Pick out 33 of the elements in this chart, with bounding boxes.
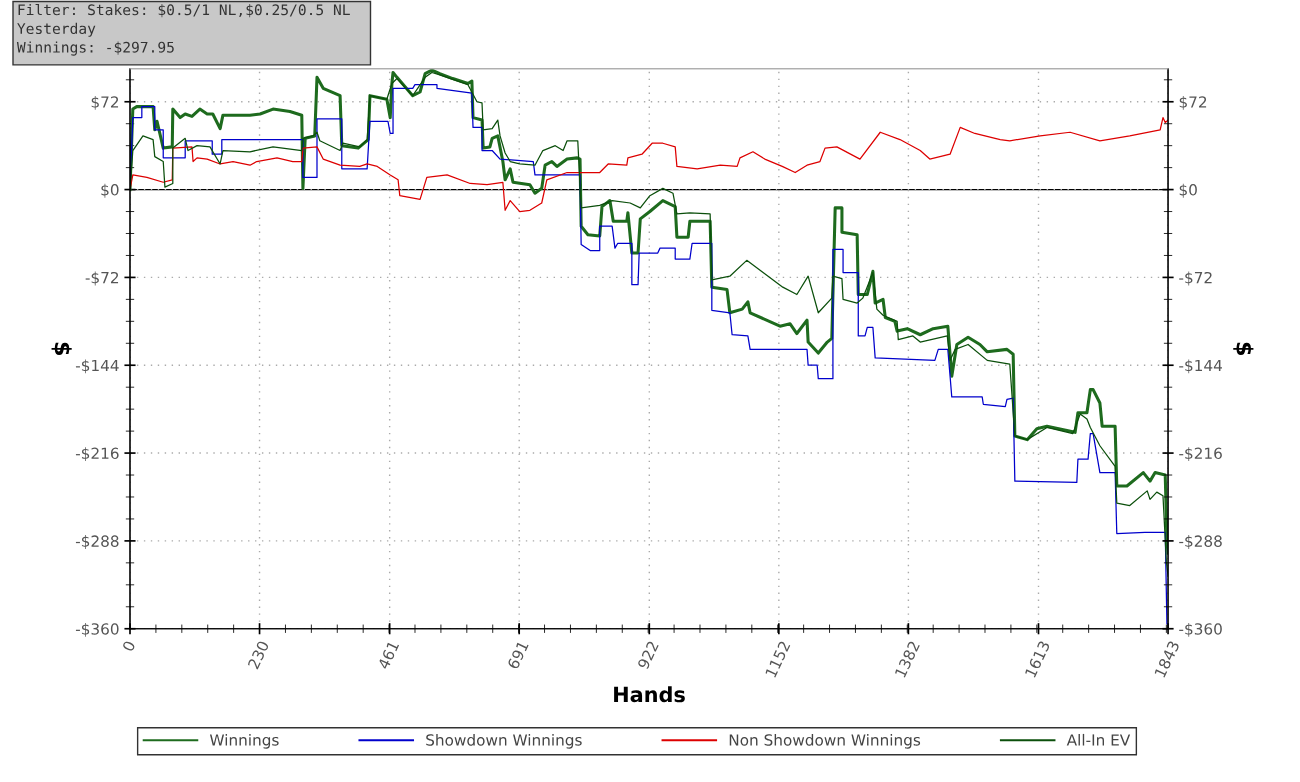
y-tick-label: $0 xyxy=(101,183,119,198)
x-tick-label: 691 xyxy=(507,640,529,670)
text: Yesterday xyxy=(17,22,96,37)
y2-tick-label: -$72 xyxy=(1179,271,1212,286)
x-tick-label: 1613 xyxy=(1024,640,1051,678)
y2-axis-title: $ xyxy=(1233,342,1254,355)
y-tick-label: $72 xyxy=(91,95,119,110)
x-tick-label: 1152 xyxy=(764,640,791,678)
text: Filter: Stakes: $0.5/1 NL,$0.25/0.5 NL xyxy=(18,3,350,18)
legend-label: All-In EV xyxy=(1066,733,1131,746)
legend-label: Showdown Winnings xyxy=(426,733,582,749)
x-axis-title: Hands xyxy=(614,686,685,703)
y2-tick-label: -$288 xyxy=(1179,535,1222,549)
y2-tick-label: -$144 xyxy=(1179,359,1222,374)
text: Winnings: -$297.95 xyxy=(16,41,174,56)
legend-label: Non Showdown Winnings xyxy=(729,733,921,749)
y-tick-label: -$72 xyxy=(85,271,119,286)
x-tick-label: 922 xyxy=(637,640,659,670)
y2-tick-label: $72 xyxy=(1179,95,1207,110)
y2-tick-label: -$360 xyxy=(1179,622,1222,637)
x-tick-label: 230 xyxy=(247,640,270,670)
y2-tick-label: $0 xyxy=(1179,183,1197,198)
y-axis-title: $ xyxy=(51,342,72,355)
y-tick-label: -$144 xyxy=(75,359,119,374)
y-tick-label: -$288 xyxy=(75,535,119,549)
x-tick-label: 0 xyxy=(121,640,136,653)
y-tick-label: -$360 xyxy=(75,622,119,637)
x-tick-label: 1382 xyxy=(894,640,920,678)
x-tick-label: 1843 xyxy=(1154,640,1180,678)
x-tick-label: 461 xyxy=(377,640,400,670)
y-tick-label: -$216 xyxy=(75,447,119,462)
y2-tick-label: -$216 xyxy=(1179,447,1222,462)
legend-label: Winnings xyxy=(209,733,279,749)
